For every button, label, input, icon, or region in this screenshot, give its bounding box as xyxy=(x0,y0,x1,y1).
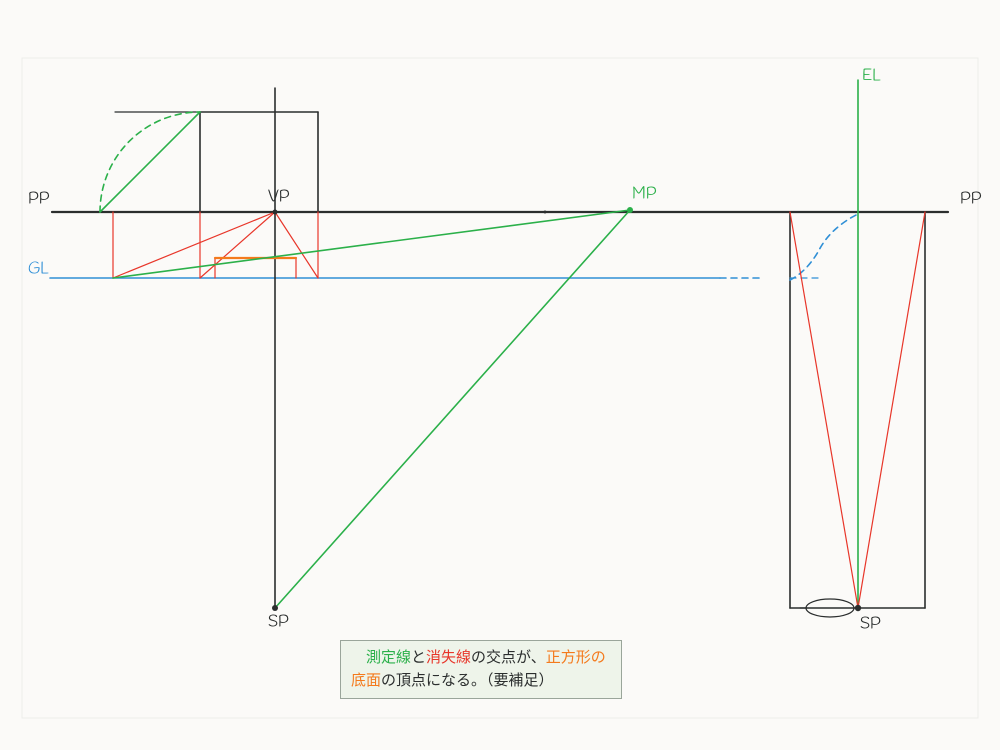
caption-box: 測定線と消失線の交点が、正方形の底面の頂点になる。（要補足） xyxy=(340,640,622,699)
caption-seg-0: 測定線 xyxy=(351,649,411,666)
caption-seg-1: と xyxy=(411,649,426,666)
stage: { "canvas": { "w": 1000, "h": 750, "bg":… xyxy=(0,0,1000,750)
caption-seg-3: の交点が、 xyxy=(471,649,546,666)
caption-seg-5: の頂点になる。（要補足） xyxy=(381,672,554,689)
perspective-diagram-svg xyxy=(0,0,1000,750)
caption-seg-2: 消失線 xyxy=(426,649,471,666)
